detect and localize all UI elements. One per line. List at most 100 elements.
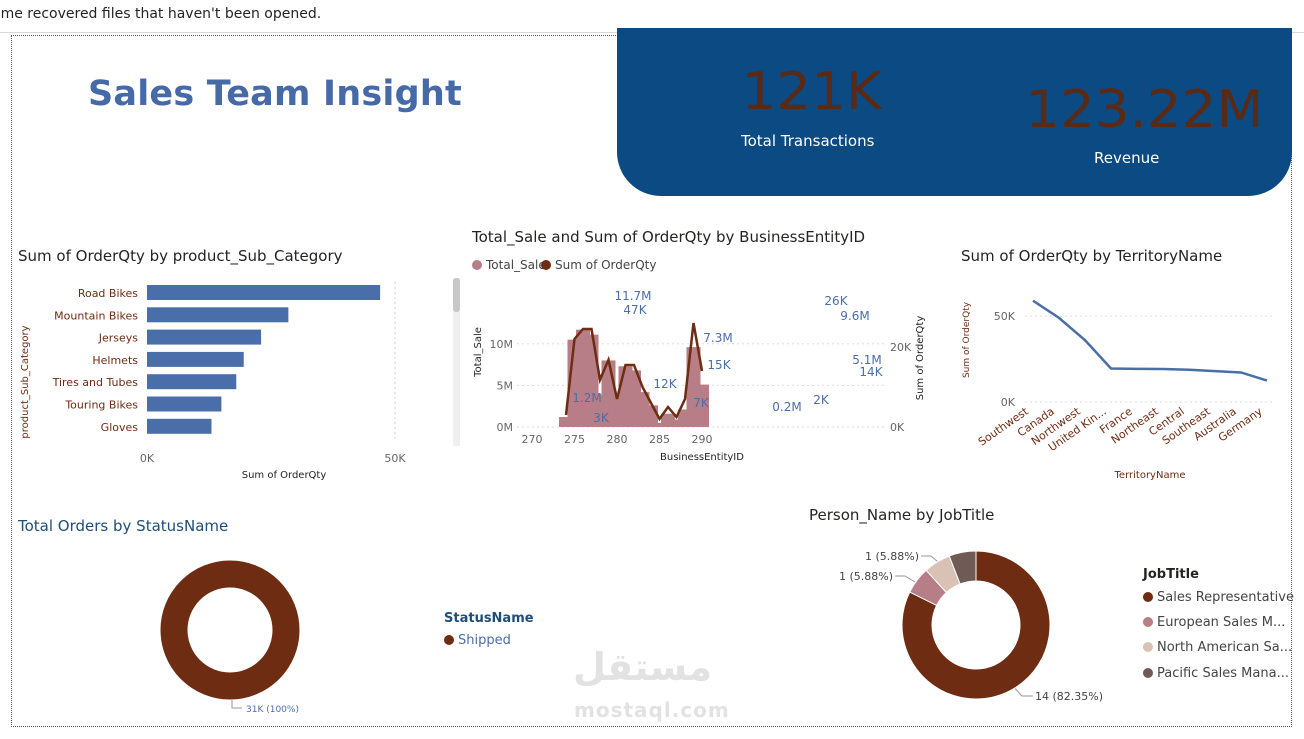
- status-data-label: 31K (100%): [246, 705, 299, 715]
- subcat-chart-title: Sum of OrderQty by product_Sub_Category: [18, 247, 343, 265]
- status-legend-title: StatusName: [444, 611, 534, 626]
- legend-dot: [444, 635, 454, 645]
- subcat-category-label: Jerseys: [98, 332, 139, 345]
- job-leader-1: [921, 555, 939, 563]
- scrollbar-track[interactable]: [453, 278, 460, 446]
- combo-data-label: 0.2M: [772, 400, 801, 414]
- combo-bar[interactable]: [669, 419, 684, 427]
- combo-y2-label: Sum of OrderQty: [915, 316, 926, 401]
- combo-line[interactable]: [564, 322, 704, 422]
- job-leader-2: [895, 575, 916, 583]
- job-label-1: 1 (5.88%): [865, 550, 919, 563]
- combo-x-tick: 285: [649, 433, 670, 446]
- subcat-x-label: Sum of OrderQty: [242, 470, 327, 481]
- territory-chart[interactable]: Sum of OrderQty TerritoryName 0K50KSouth…: [955, 270, 1285, 485]
- combo-y-label: Total_Sale: [473, 327, 484, 378]
- subcat-bar[interactable]: [147, 418, 212, 434]
- job-label-3: 14 (82.35%): [1035, 690, 1103, 703]
- subcat-category-label: Road Bikes: [78, 287, 138, 300]
- transactions-label: Total Transactions: [741, 132, 875, 150]
- legend-dot: [1143, 617, 1153, 627]
- combo-y2-tick: 0K: [890, 421, 905, 434]
- subcat-bar[interactable]: [147, 307, 289, 323]
- subcat-tick-50: 50K: [384, 452, 406, 465]
- combo-y-tick: 0M: [497, 421, 514, 434]
- job-legend-title: JobTitle: [1143, 567, 1199, 582]
- combo-bar[interactable]: [559, 417, 573, 427]
- watermark-arabic: مستقل: [573, 645, 712, 689]
- status-leader: [231, 700, 242, 709]
- combo-data-label: 14K: [859, 365, 883, 379]
- combo-data-label: 11.7M: [614, 289, 651, 303]
- subcat-bar[interactable]: [147, 285, 381, 300]
- combo-data-label: 1.2M: [572, 391, 601, 405]
- subcat-bar[interactable]: [147, 396, 222, 412]
- subcat-chart[interactable]: product_Sub_Category Sum of OrderQty 0K …: [10, 270, 440, 485]
- subcat-tick-0: 0K: [140, 452, 155, 465]
- combo-data-label: 2K: [813, 393, 830, 407]
- combo-data-label: 3K: [593, 411, 610, 425]
- territory-line[interactable]: [1032, 299, 1268, 382]
- territory-chart-title: Sum of OrderQty by TerritoryName: [961, 247, 1223, 265]
- jobtitle-donut-slice[interactable]: [901, 550, 1051, 700]
- combo-y-tick: 10M: [490, 338, 514, 351]
- combo-bar[interactable]: [695, 384, 709, 427]
- combo-data-label: 5.1M: [852, 353, 881, 367]
- combo-chart-title: Total_Sale and Sum of OrderQty by Busine…: [472, 228, 866, 246]
- job-legend-sales-rep[interactable]: Sales Representative: [1143, 590, 1294, 605]
- subcat-bar[interactable]: [147, 374, 237, 390]
- combo-x-tick: 290: [692, 433, 713, 446]
- combo-legend-total-sale: Total_Sale: [472, 258, 546, 272]
- subcat-category-label: Helmets: [92, 354, 138, 367]
- notice-text: ome recovered files that haven't been op…: [0, 6, 322, 22]
- page-title: Sales Team Insight: [88, 74, 462, 114]
- job-label-2: 1 (5.88%): [839, 570, 893, 583]
- combo-y-tick: 5M: [497, 379, 514, 392]
- jobtitle-chart[interactable]: 1 (5.88%) 1 (5.88%) 14 (82.35%): [830, 540, 1130, 710]
- status-legend-shipped[interactable]: Shipped: [444, 633, 511, 648]
- transactions-value: 121K: [741, 62, 882, 122]
- subcat-category-label: Tires and Tubes: [52, 376, 139, 389]
- status-chart-title: Total Orders by StatusName: [18, 517, 229, 535]
- subcat-category-label: Mountain Bikes: [54, 309, 138, 322]
- legend-dot: [1143, 592, 1153, 602]
- subcat-category-label: Touring Bikes: [64, 399, 138, 412]
- combo-x-tick: 270: [522, 433, 543, 446]
- legend-dot: [472, 260, 482, 270]
- subcat-bar[interactable]: [147, 329, 262, 345]
- combo-data-label: 7K: [693, 396, 710, 410]
- combo-data-label: 15K: [707, 358, 731, 372]
- legend-dot: [1143, 642, 1153, 652]
- territory-y-tick: 50K: [994, 310, 1016, 323]
- legend-dot: [1143, 668, 1153, 678]
- combo-x-label: BusinessEntityID: [660, 452, 744, 463]
- status-donut-slice[interactable]: [160, 560, 300, 700]
- jobtitle-chart-title: Person_Name by JobTitle: [809, 506, 995, 524]
- subcat-category-label: Gloves: [101, 421, 139, 434]
- job-legend-pacific[interactable]: Pacific Sales Mana...: [1143, 666, 1289, 681]
- legend-dot: [541, 260, 551, 270]
- combo-data-label: 7.3M: [703, 331, 732, 345]
- combo-data-label: 9.6M: [840, 309, 869, 323]
- combo-data-label: 47K: [623, 303, 647, 317]
- revenue-value: 123.22M: [1025, 80, 1264, 140]
- kpi-card[interactable]: 121K Total Transactions 123.22M Revenue: [617, 28, 1292, 196]
- combo-bar[interactable]: [652, 422, 667, 427]
- status-chart[interactable]: 31K (100%): [150, 550, 350, 720]
- revenue-label: Revenue: [1094, 149, 1160, 167]
- subcat-bar[interactable]: [147, 351, 244, 367]
- territory-y-label: Sum of OrderQty: [962, 301, 972, 378]
- job-legend-european[interactable]: European Sales M...: [1143, 615, 1285, 630]
- subcat-y-label: product_Sub_Category: [20, 325, 31, 438]
- jobtitle-donut-slice[interactable]: [948, 550, 977, 585]
- territory-y-tick: 0K: [1001, 396, 1016, 409]
- combo-chart[interactable]: Total_Sale Sum of OrderQty BusinessEntit…: [465, 280, 945, 465]
- scrollbar-thumb[interactable]: [453, 278, 460, 312]
- combo-y2-tick: 20K: [890, 341, 912, 354]
- combo-x-tick: 280: [607, 433, 628, 446]
- territory-x-label: TerritoryName: [1114, 470, 1186, 481]
- combo-legend-orderqty: Sum of OrderQty: [541, 258, 656, 272]
- job-legend-north-american[interactable]: North American Sa...: [1143, 640, 1292, 655]
- combo-data-label: 26K: [824, 294, 848, 308]
- combo-x-tick: 275: [564, 433, 585, 446]
